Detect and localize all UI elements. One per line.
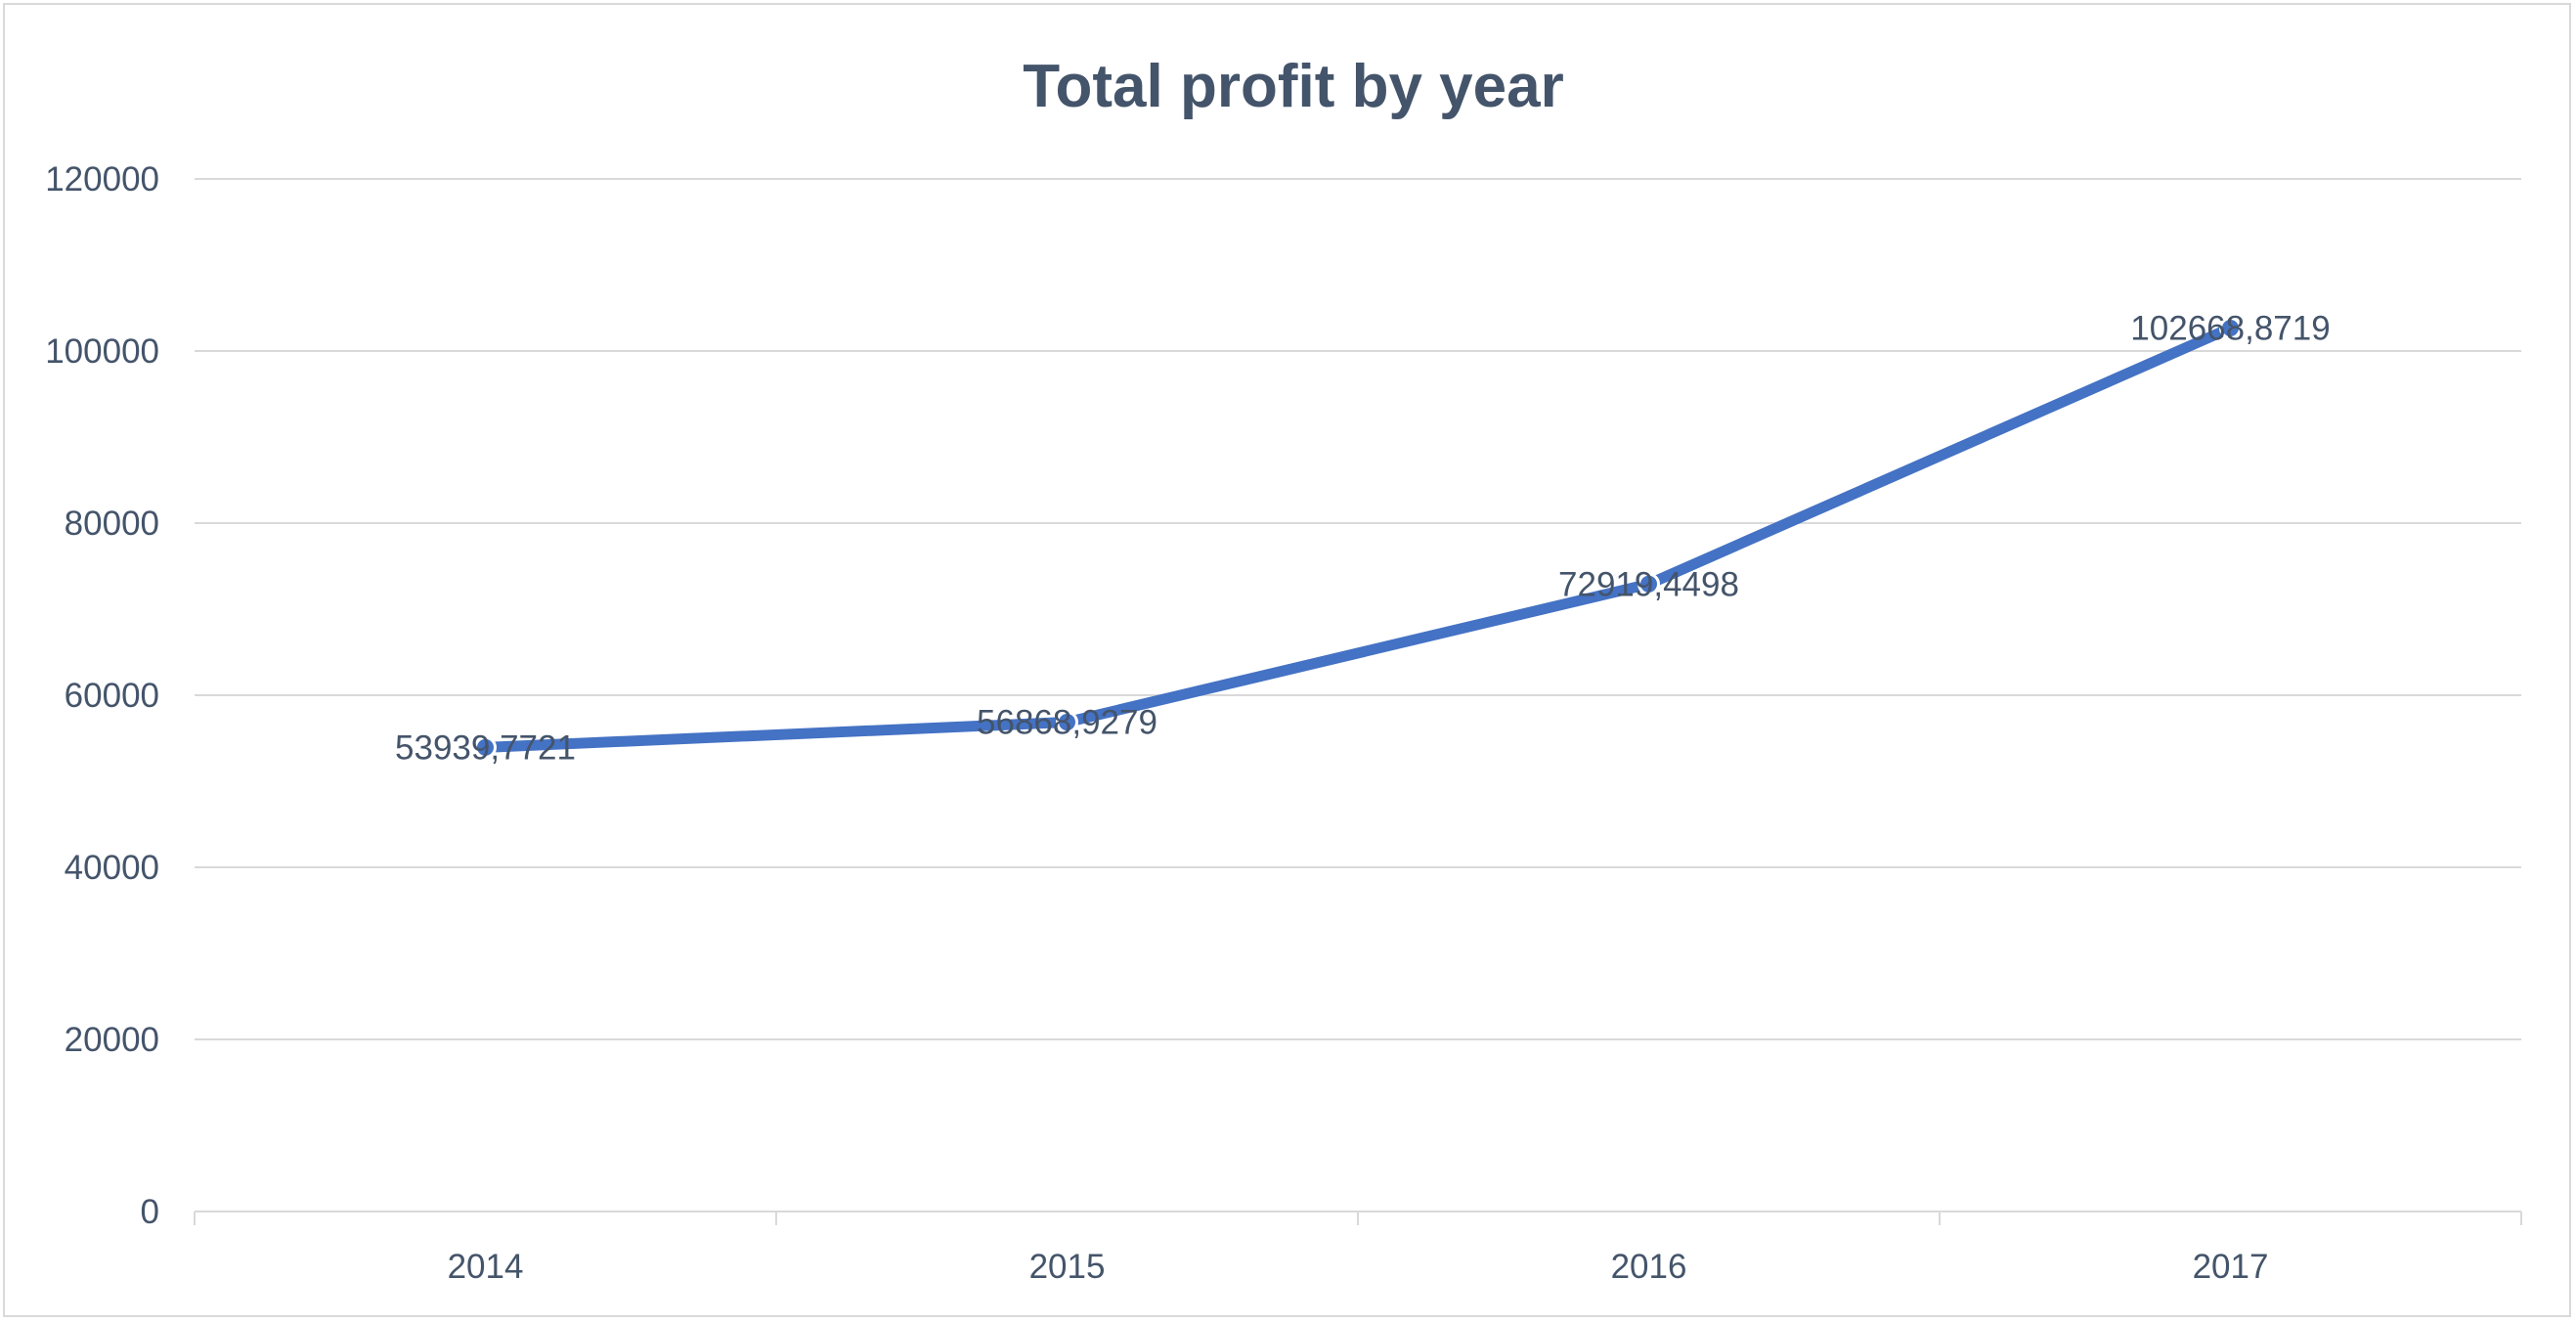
- data-label-2016: 72919,4498: [1558, 565, 1739, 603]
- y-tick-label: 0: [141, 1193, 159, 1231]
- line-chart: Total profit by year 0 20000 40000 60000 800…: [45, 53, 2522, 1286]
- x-axis-tick-labels: 2014 2015 2016 2017: [448, 1248, 2269, 1286]
- data-labels: 53939,7721 56868,9279 72919,4498 102668,871…: [395, 310, 2331, 768]
- y-tick-label: 120000: [45, 160, 159, 198]
- x-tick-label: 2014: [448, 1248, 524, 1286]
- data-point-2015: [1056, 711, 1078, 734]
- chart-frame: Total profit by year 0 20000 40000 60000 800…: [3, 3, 2571, 1317]
- x-axis: [194, 1211, 2522, 1225]
- y-axis-tick-labels: 0 20000 40000 60000 80000 100000 120000: [45, 160, 159, 1231]
- series-line-group: [474, 317, 2242, 759]
- y-tick-label: 100000: [45, 332, 159, 371]
- y-tick-label: 20000: [65, 1021, 159, 1059]
- gridlines: [195, 178, 2521, 1040]
- data-label-2017: 102668,8719: [2130, 310, 2330, 348]
- x-tick-label: 2016: [1611, 1248, 1687, 1286]
- data-point-2016: [1637, 572, 1660, 595]
- data-label-2015: 56868,9279: [977, 704, 1157, 742]
- x-tick-label: 2015: [1029, 1248, 1106, 1286]
- data-label-2014: 53939,7721: [395, 728, 576, 767]
- data-point-2014: [474, 735, 497, 759]
- x-tick-label: 2017: [2193, 1248, 2269, 1286]
- y-tick-label: 80000: [65, 505, 159, 543]
- series-line: [480, 323, 2236, 753]
- y-tick-label: 60000: [65, 677, 159, 715]
- data-point-2017: [2219, 317, 2242, 340]
- y-tick-label: 40000: [65, 849, 159, 887]
- chart-title: Total profit by year: [1023, 53, 1564, 120]
